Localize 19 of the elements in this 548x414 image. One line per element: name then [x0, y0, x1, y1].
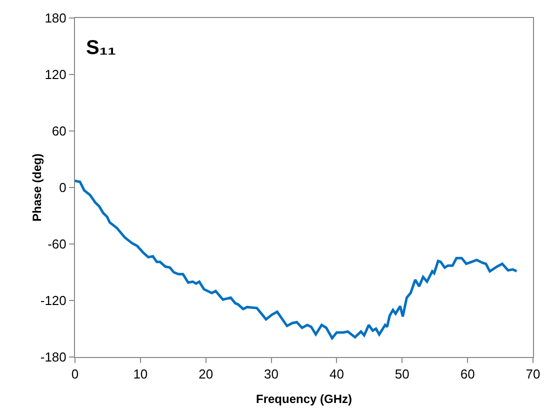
y-tick-label: -60: [48, 236, 66, 252]
x-tick-label: 50: [394, 366, 410, 382]
text: S₁₁: [86, 37, 116, 59]
y-axis-title: Phase (deg): [30, 153, 44, 222]
y-tick-label: 0: [59, 180, 66, 196]
x-tick-label: 20: [198, 366, 214, 382]
y-tick-label: -120: [40, 293, 66, 308]
x-tick-label: 10: [133, 366, 148, 382]
x-tick-label: 70: [526, 366, 540, 382]
y-tick-label: 180: [44, 10, 66, 26]
x-tick-label: 60: [460, 366, 475, 382]
y-tick-label: 120: [44, 67, 66, 82]
x-tick-label: 0: [71, 366, 79, 382]
x-axis-title: Frequency (GHz): [256, 392, 352, 406]
x-tick-label: 40: [329, 366, 344, 382]
x-tick-label: 30: [264, 366, 279, 382]
y-tick-label: 60: [52, 124, 66, 139]
y-tick-label: -180: [40, 350, 66, 365]
line-series: [75, 180, 518, 340]
